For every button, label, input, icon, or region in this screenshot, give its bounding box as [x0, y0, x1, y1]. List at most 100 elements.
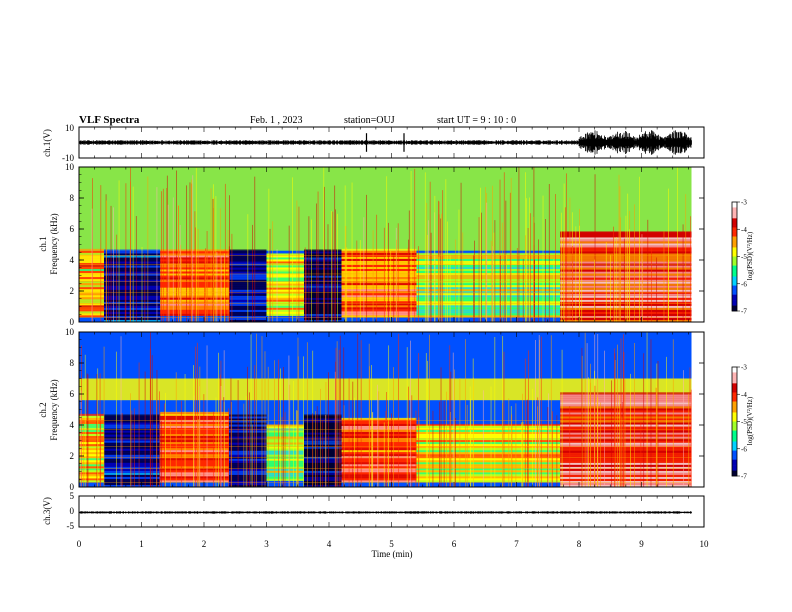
- spectrogram-row: [341, 260, 417, 263]
- spectrogram-row: [160, 431, 229, 434]
- spectrogram-row: [104, 287, 161, 290]
- spectrogram-row: [160, 458, 229, 461]
- spectrogram-row: [416, 309, 561, 312]
- colorbar-step: [732, 410, 737, 413]
- spectrogram-row: [79, 256, 104, 259]
- spectrogram-row: [560, 396, 692, 399]
- ytick-label: 4: [70, 420, 75, 430]
- spectrogram-row: [79, 295, 104, 298]
- spectrogram-row: [160, 452, 229, 455]
- time-tick-label: 2: [202, 539, 207, 549]
- spectrogram-row: [266, 303, 304, 306]
- spectrogram-row: [304, 255, 342, 258]
- spectrogram-row: [341, 271, 417, 274]
- time-tick-label: 4: [327, 539, 332, 549]
- spectrogram-row: [304, 480, 342, 483]
- spectrogram-row: [341, 291, 417, 294]
- spectrogram-row: [160, 433, 229, 437]
- colorbar-step: [732, 437, 737, 440]
- spectrogram-row: [416, 444, 561, 447]
- ch1-ytick-top: 10: [65, 123, 75, 133]
- colorbar-step: [732, 278, 737, 281]
- spectrogram-row: [160, 454, 229, 457]
- colorbar-step: [732, 261, 737, 265]
- spectrogram-row: [104, 279, 161, 282]
- spectrogram-row: [79, 248, 104, 251]
- spectrogram-row: [104, 277, 161, 280]
- spectrogram-row: [79, 454, 104, 457]
- spectrogram-row: [266, 265, 304, 268]
- spectrogram-row: [79, 446, 104, 449]
- ytick-label: 0: [70, 482, 75, 492]
- spectrogram-row: [266, 289, 304, 292]
- ch2-colorbar: -3 -4 -5 -6 -7 log(PSD)(V²/Hz): [731, 364, 754, 481]
- colorbar-tick-label: -4: [741, 391, 747, 399]
- spectrogram-row: [416, 452, 561, 455]
- spectrogram-row: [304, 482, 342, 485]
- spectrogram-row: [79, 456, 104, 459]
- spectrogram-row: [79, 311, 104, 314]
- spectrogram-row: [79, 293, 104, 296]
- spectrogram-row: [560, 452, 692, 455]
- colorbar-step: [732, 307, 737, 310]
- spectrogram-row: [560, 458, 692, 461]
- spectrogram-row: [416, 256, 561, 259]
- spectrogram-row: [104, 283, 161, 286]
- colorbar-tick-label: -5: [741, 418, 747, 426]
- spectrogram-row: [560, 470, 692, 473]
- spectrogram-row: [416, 260, 561, 263]
- spectrogram-row: [79, 427, 104, 430]
- spectrogram-row: [304, 424, 342, 427]
- spectrogram-row: [416, 311, 561, 314]
- colorbar-step: [732, 385, 737, 388]
- ch1-colorbar: -3 -4 -5 -6 -7 log(PSD)(V²/Hz): [731, 199, 754, 316]
- spectrogram-row: [79, 462, 104, 465]
- colorbar-step: [732, 205, 737, 208]
- spectrogram-row: [341, 281, 417, 284]
- figure-title: VLF Spectra: [79, 114, 140, 126]
- spectrogram-row: [266, 283, 304, 286]
- colorbar-step: [732, 227, 737, 230]
- spectrogram-row: [266, 271, 304, 274]
- spectrogram-row: [104, 249, 161, 252]
- spectrogram-row: [79, 313, 104, 316]
- spectrogram-row: [79, 260, 104, 263]
- spectrogram-row: [79, 303, 104, 306]
- spectrogram-row: [266, 309, 304, 312]
- spectrogram-row: [266, 299, 304, 302]
- colorbar-step: [732, 216, 737, 219]
- spectrogram-row: [104, 285, 161, 288]
- ch3-ytick-top: 5: [70, 491, 75, 501]
- spectrogram-row: [560, 426, 692, 429]
- spectrogram-row: [160, 464, 229, 467]
- spectrogram-row: [416, 429, 561, 432]
- ch1-colorbar-label: log(PSD)(V²/Hz): [746, 231, 754, 280]
- spectrogram-row: [104, 271, 161, 274]
- spectrogram-row: [304, 299, 342, 302]
- spectrogram-row: [341, 252, 417, 255]
- start-time-label: start UT = 9 : 10 : 0: [437, 115, 516, 126]
- spectrogram-row: [160, 425, 229, 428]
- colorbar-step: [732, 283, 737, 286]
- spectrogram-row: [560, 418, 692, 421]
- spectrogram-row: [341, 279, 417, 282]
- spectrogram-row: [560, 408, 692, 411]
- spectrogram-row: [416, 285, 561, 288]
- colorbar-step: [732, 461, 737, 464]
- ch2-colorbar-label: log(PSD)(V²/Hz): [746, 396, 754, 445]
- spectrogram-row: [104, 315, 161, 318]
- spectrogram-row: [160, 444, 229, 447]
- colorbar-step: [732, 419, 737, 422]
- colorbar-step: [732, 405, 737, 408]
- spectrogram-row: [560, 392, 692, 395]
- spectrogram-row: [104, 303, 161, 306]
- ytick-label: 8: [70, 358, 75, 368]
- spectrogram-row: [160, 470, 229, 473]
- spectrogram-row: [104, 251, 161, 254]
- colorbar-step: [732, 292, 737, 295]
- spectrogram-row: [160, 478, 229, 481]
- colorbar-step: [732, 421, 737, 424]
- spectrogram-row: [416, 480, 561, 483]
- spectrogram-row: [341, 295, 417, 298]
- spectrogram-row: [160, 417, 229, 420]
